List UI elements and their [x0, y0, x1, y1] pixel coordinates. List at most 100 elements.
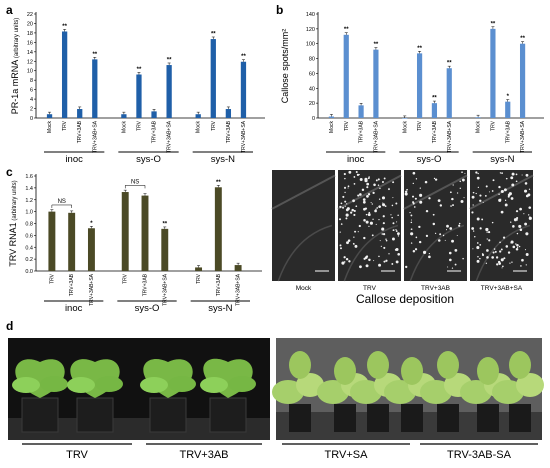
callose-spot [432, 213, 435, 216]
y-tick-label: 40 [309, 86, 315, 92]
callose-spot [511, 183, 515, 187]
callose-spot [385, 238, 387, 240]
callose-spot [498, 185, 501, 189]
callose-spot [482, 201, 484, 203]
bar [358, 105, 364, 118]
callose-spot [381, 196, 386, 200]
plant-leaf [289, 351, 311, 379]
callose-spot [378, 219, 380, 221]
category-label: TRV+3AB [505, 120, 511, 143]
callose-spot [344, 177, 346, 180]
callose-spot [375, 223, 377, 225]
callose-spot [492, 251, 495, 254]
callose-spot [476, 217, 480, 221]
significance-label: ** [162, 221, 167, 227]
callose-spot [425, 209, 429, 213]
callose-spot [339, 205, 342, 209]
y-tick-label: 1.6 [25, 174, 33, 180]
micrograph-label: TRV+3AB+SA [481, 285, 523, 292]
ns-bracket [124, 185, 146, 189]
callose-spot [419, 193, 423, 197]
callose-spot [369, 221, 373, 225]
callose-spot [439, 233, 442, 236]
callose-spot [395, 247, 399, 251]
y-tick-label: 14 [27, 50, 33, 56]
callose-spot [464, 172, 466, 174]
callose-spot [413, 206, 416, 208]
callose-spot [510, 176, 514, 180]
y-tick-label: 16 [27, 40, 33, 46]
plant-leaf [492, 380, 524, 404]
plant-leaf [12, 377, 40, 393]
micrograph-label: TRV+3AB [421, 285, 450, 292]
plant-leaf [334, 357, 356, 385]
callose-spot [504, 203, 508, 207]
y-tick-label: 1.2 [25, 198, 33, 204]
callose-spot [358, 224, 361, 228]
callose-spot [418, 240, 422, 244]
callose-spot [516, 243, 519, 247]
callose-spot [383, 246, 386, 249]
bar [48, 211, 56, 271]
callose-spot [462, 257, 464, 260]
plant-leaf [200, 377, 228, 393]
callose-spot [510, 242, 512, 244]
callose-spot [425, 234, 429, 237]
callose-spot [340, 223, 343, 225]
callose-spot [342, 206, 345, 209]
callose-spot [366, 186, 369, 189]
callose-spot [502, 265, 504, 268]
callose-spot [419, 200, 423, 204]
callose-spot [472, 248, 474, 250]
callose-spot [412, 201, 415, 204]
group-label: sys-O [136, 154, 161, 165]
callose-spot [450, 205, 452, 207]
callose-spot [515, 243, 517, 245]
bar [490, 28, 496, 118]
group-label: sys-N [211, 154, 235, 165]
callose-spot [444, 239, 446, 241]
callose-spot [433, 177, 436, 180]
callose-spot [500, 258, 504, 262]
ns-label: NS [58, 199, 66, 205]
y-tick-label: 20 [27, 21, 33, 27]
callose-spot [410, 228, 413, 231]
callose-spot [367, 177, 370, 180]
bar [121, 192, 129, 271]
significance-label: ** [520, 36, 525, 42]
callose-spot [422, 250, 427, 254]
treatment-label: TRV+3AB [179, 449, 228, 461]
callose-spot [397, 214, 399, 216]
ns-bracket [51, 204, 72, 208]
significance-label: ** [344, 27, 349, 33]
callose-spot [414, 197, 417, 200]
significance-label: ** [216, 180, 221, 186]
callose-spot [479, 227, 482, 230]
callose-spot [492, 179, 495, 182]
callose-spot [346, 207, 350, 211]
callose-spot [372, 191, 375, 195]
callose-spot [515, 173, 518, 176]
callose-spot [392, 229, 395, 232]
callose-spot [428, 252, 430, 255]
callose-spot [486, 256, 489, 259]
callose-spot [364, 177, 368, 181]
callose-spot [347, 187, 349, 189]
bar [161, 228, 169, 271]
callose-spot [379, 187, 381, 190]
callose-spot [340, 247, 342, 250]
bar [402, 118, 408, 119]
callose-spot [353, 209, 356, 213]
bar [166, 65, 172, 118]
callose-spot [410, 221, 413, 224]
callose-spot [434, 232, 437, 235]
bar [519, 43, 526, 118]
callose-spot [359, 178, 363, 181]
callose-spot [524, 189, 528, 193]
callose-spot [363, 257, 366, 260]
callose-spot [395, 229, 397, 231]
y-axis-label: Callose spots/mm² [280, 29, 290, 104]
callose-spot [410, 219, 412, 221]
category-label: TRV+3AB [432, 120, 438, 143]
callose-spot [391, 237, 395, 241]
